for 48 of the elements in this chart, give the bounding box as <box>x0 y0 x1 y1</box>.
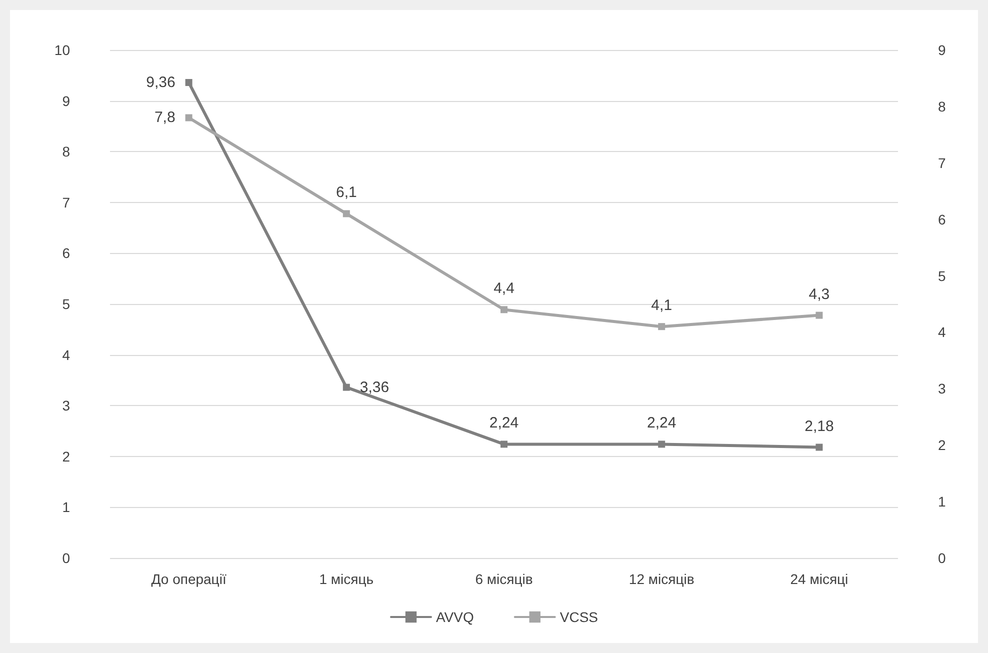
y2-tick-label: 8 <box>938 98 946 114</box>
legend-label: VCSS <box>560 609 598 625</box>
point <box>342 384 350 391</box>
data-label: 4,3 <box>808 286 830 303</box>
y-tick-label: 1 <box>62 499 70 516</box>
data-label: 4,4 <box>494 280 514 298</box>
point <box>185 114 192 122</box>
point <box>658 440 666 448</box>
y2-tick-label: 4 <box>938 324 946 340</box>
point <box>342 210 350 218</box>
x-tick-label: 6 місяців <box>475 571 533 587</box>
legend-label: AVVQ <box>436 609 474 625</box>
y-tick-label: 6 <box>62 245 70 262</box>
data-label: 6,1 <box>336 184 357 202</box>
y-tick-label: 8 <box>62 144 70 160</box>
y2-tick-label: 2 <box>938 437 946 454</box>
y2-tick-label: 1 <box>938 494 946 510</box>
y-tick-label: 3 <box>62 398 70 414</box>
y-tick-label: 7 <box>62 194 70 210</box>
y2-tick-label: 9 <box>938 42 946 58</box>
y2-tick-label: 0 <box>938 550 946 566</box>
data-label: 2,18 <box>804 418 834 435</box>
data-label: 9,36 <box>146 74 176 92</box>
y-tick-label: 5 <box>62 296 70 312</box>
point <box>185 79 192 86</box>
y-tick-label: 2 <box>62 448 70 464</box>
y2-tick-label: 3 <box>938 380 946 397</box>
y2-tick-label: 5 <box>938 268 946 284</box>
data-label: 2,24 <box>489 414 519 432</box>
x-tick-label: 24 місяці <box>790 571 848 587</box>
point <box>816 312 823 319</box>
point <box>500 306 508 314</box>
y-tick-label: 10 <box>54 42 70 58</box>
x-tick-label: До операції <box>151 571 226 587</box>
data-label: 4,1 <box>651 297 672 314</box>
x-tick-label: 1 місяць <box>319 571 374 587</box>
data-label: 2,24 <box>647 414 676 432</box>
data-label: 7,8 <box>154 109 176 126</box>
y-tick-label: 9 <box>62 92 70 109</box>
point <box>500 440 508 448</box>
x-tick-label: 12 місяців <box>628 571 694 587</box>
y-tick-label: 0 <box>62 550 70 566</box>
y2-tick-label: 6 <box>938 211 946 228</box>
data-label: 3,36 <box>360 378 390 396</box>
point <box>816 444 823 451</box>
y2-tick-label: 7 <box>938 154 946 171</box>
y-tick-label: 4 <box>62 346 70 363</box>
point <box>658 323 666 330</box>
